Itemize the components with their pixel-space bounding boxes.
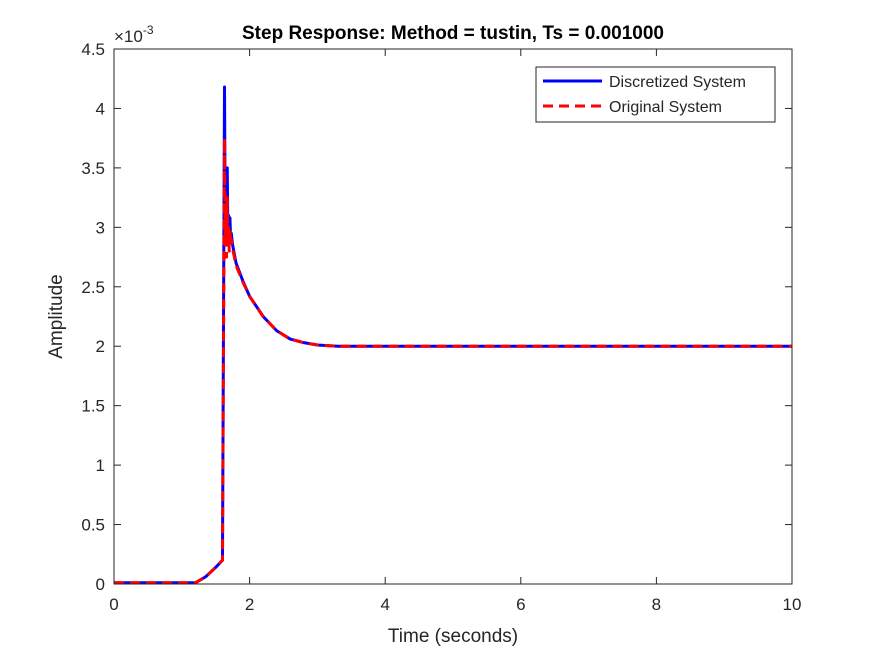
- y-axis-label: Amplitude: [46, 274, 67, 359]
- x-tick-label: 10: [783, 595, 802, 614]
- y-tick-label: 0.5: [81, 516, 105, 535]
- x-tick-label: 2: [245, 595, 254, 614]
- x-tick-label: 6: [516, 595, 525, 614]
- series-line-original: [114, 136, 792, 585]
- legend-box: [535, 66, 776, 123]
- chart-title: Step Response: Method = tustin, Ts = 0.0…: [242, 23, 664, 44]
- y-tick-label: 1.5: [81, 397, 105, 416]
- legend-label-original: Original System: [609, 99, 722, 116]
- y-tick-label: 3.5: [81, 159, 105, 178]
- y-axis-exponent-power: -3: [143, 23, 154, 37]
- legend: Discretized System Original System: [535, 66, 776, 123]
- y-tick-label: 4: [96, 99, 105, 118]
- axes-box: [113, 48, 793, 585]
- y-tick-label: 4.5: [81, 40, 105, 59]
- y-axis-exponent-label: ×10-3: [114, 23, 154, 46]
- y-tick-label: 2.5: [81, 278, 105, 297]
- x-axis-label: Time (seconds): [388, 626, 518, 647]
- data-series: [114, 85, 792, 585]
- plot-area: [114, 49, 792, 584]
- axis-ticks: 0 2 4 6 8 10 0 0.5 1 1.5 2 2.5 3 3.5 4 4.5: [81, 40, 801, 614]
- y-axis-exponent-base: ×10: [114, 27, 143, 46]
- y-tick-label: 1: [96, 456, 105, 475]
- y-tick-label: 3: [96, 218, 105, 237]
- x-tick-label: 4: [380, 595, 389, 614]
- x-tick-label: 0: [109, 595, 118, 614]
- x-tick-label: 8: [652, 595, 661, 614]
- y-tick-label: 0: [96, 575, 105, 594]
- y-tick-label: 2: [96, 337, 105, 356]
- legend-label-discretized: Discretized System: [609, 74, 746, 91]
